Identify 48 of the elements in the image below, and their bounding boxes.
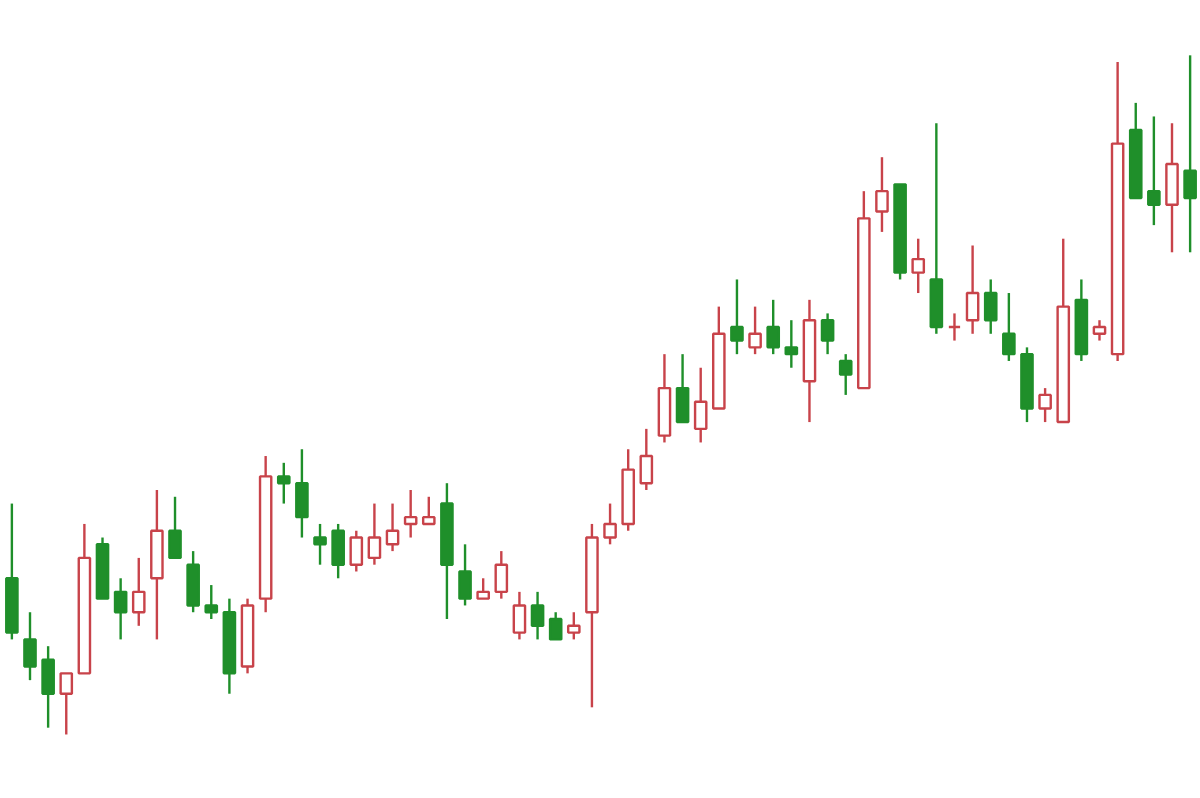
- candlestick: [675, 352, 690, 424]
- candlestick: [748, 305, 762, 356]
- candlestick: [59, 672, 74, 736]
- candlestick: [150, 488, 164, 641]
- candlestick: [820, 312, 835, 356]
- candlestick: [1038, 386, 1052, 424]
- candlestick: [657, 352, 672, 444]
- candlestick: [730, 278, 744, 356]
- candlestick: [494, 549, 509, 600]
- candlestick: [313, 522, 327, 566]
- candlestick: [603, 502, 617, 546]
- candlestick: [548, 611, 563, 641]
- candlestick: [204, 583, 219, 621]
- candlestick: [512, 590, 527, 641]
- candlestick: [965, 244, 980, 335]
- candlestick: [421, 495, 436, 526]
- candlestick: [766, 298, 781, 356]
- candlestick: [403, 488, 418, 539]
- candlestick: [331, 522, 345, 580]
- candlestick: [113, 577, 128, 641]
- candlestick: [983, 278, 998, 335]
- candlestick: [186, 549, 200, 614]
- candlestick: [693, 366, 708, 444]
- candlestick: [41, 644, 55, 729]
- candlestick: [1165, 122, 1179, 254]
- candlestick: [476, 577, 490, 600]
- candlestick: [784, 319, 799, 369]
- candlestick: [385, 502, 400, 553]
- candlestick: [566, 611, 581, 641]
- candlestick: [875, 156, 889, 234]
- candlestick: [23, 611, 37, 682]
- candlestick: [168, 495, 182, 560]
- candlestick: [947, 312, 962, 342]
- candlestick: [1147, 115, 1161, 227]
- candlestick: [639, 427, 654, 492]
- candlestick: [295, 448, 309, 539]
- candlestick: [1002, 291, 1016, 363]
- candlestick: [367, 502, 382, 566]
- candlestick: [929, 122, 944, 335]
- candlestick: [276, 461, 291, 505]
- candlestick: [349, 529, 364, 573]
- candlestick: [838, 352, 853, 397]
- candlestick: [911, 237, 926, 295]
- candlestick: [458, 543, 472, 607]
- candlestick: [1183, 54, 1197, 254]
- candlestick: [131, 556, 146, 628]
- candlestick: [1092, 319, 1107, 342]
- candlestick: [530, 590, 545, 641]
